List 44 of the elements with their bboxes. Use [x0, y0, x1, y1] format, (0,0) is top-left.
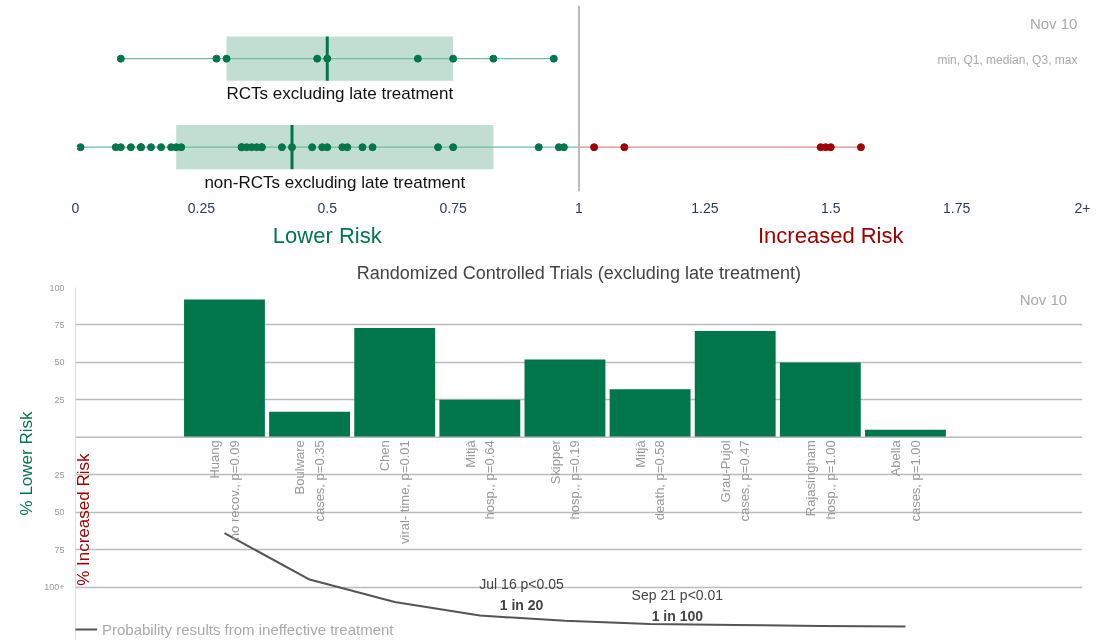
bar [354, 327, 436, 438]
y-tick-label: 50 [54, 507, 65, 518]
chart-title: Randomized Controlled Trials (excluding late treatment) [356, 262, 801, 283]
y-tick-label: 25 [54, 394, 65, 405]
bar [269, 411, 351, 438]
y-axis-title: % Lower Risk [17, 411, 37, 516]
annotation: Nov 10 [1029, 14, 1078, 32]
x-tick-label: 1 [575, 199, 584, 216]
x-tick-label: Huang no recov., p=0.09 [207, 440, 242, 541]
y-tick-label: 75 [54, 544, 65, 555]
x-tick-label: 0.25 [187, 199, 216, 216]
legend-label: Probability results from ineffective treatment [102, 620, 394, 638]
bar [184, 299, 265, 438]
y-tick-label: non-RCTs excluding late treatment [204, 172, 466, 192]
bar [524, 359, 606, 438]
y-tick-label: 75 [54, 319, 65, 330]
annotation: 1 in 100 [651, 607, 704, 624]
annotation: Jul 16 p<0.05 [479, 576, 564, 593]
y-tick-label: RCTs excluding late treatment [226, 84, 454, 104]
y-tick-label: 25 [54, 469, 65, 480]
text: Lower Risk [272, 223, 383, 248]
bar [779, 362, 861, 438]
bar [439, 399, 521, 438]
bar [694, 330, 776, 438]
bar [865, 429, 946, 438]
x-tick-label: 0.75 [439, 199, 467, 216]
y-tick-label: 50 [54, 357, 65, 368]
x-tick-label: 1.25 [691, 199, 719, 216]
x-tick-label: 1.75 [943, 199, 971, 216]
x-tick-label: 1.5 [821, 199, 841, 216]
y-tick-label: 100 [49, 282, 65, 293]
annotation: min, Q1, median, Q3, max [937, 53, 1078, 68]
x-tick-label: 0.5 [317, 199, 338, 216]
text: Increased Risk [758, 223, 905, 248]
annotation: Sep 21 p<0.01 [631, 586, 724, 603]
text: Nov 10 [1019, 290, 1068, 308]
text: % Increased Risk [73, 453, 93, 586]
annotation: 1 in 20 [499, 597, 544, 614]
x-tick-label: Grau-Pujol cases, p=0.47 [717, 440, 753, 522]
y-tick-label: 100+ [44, 582, 65, 593]
bar [609, 389, 691, 438]
x-tick-label: 0 [71, 199, 80, 216]
x-tick-label: 2+ [1074, 199, 1091, 216]
x-tick-label: Mitjà death, p=0.58 [632, 439, 668, 521]
